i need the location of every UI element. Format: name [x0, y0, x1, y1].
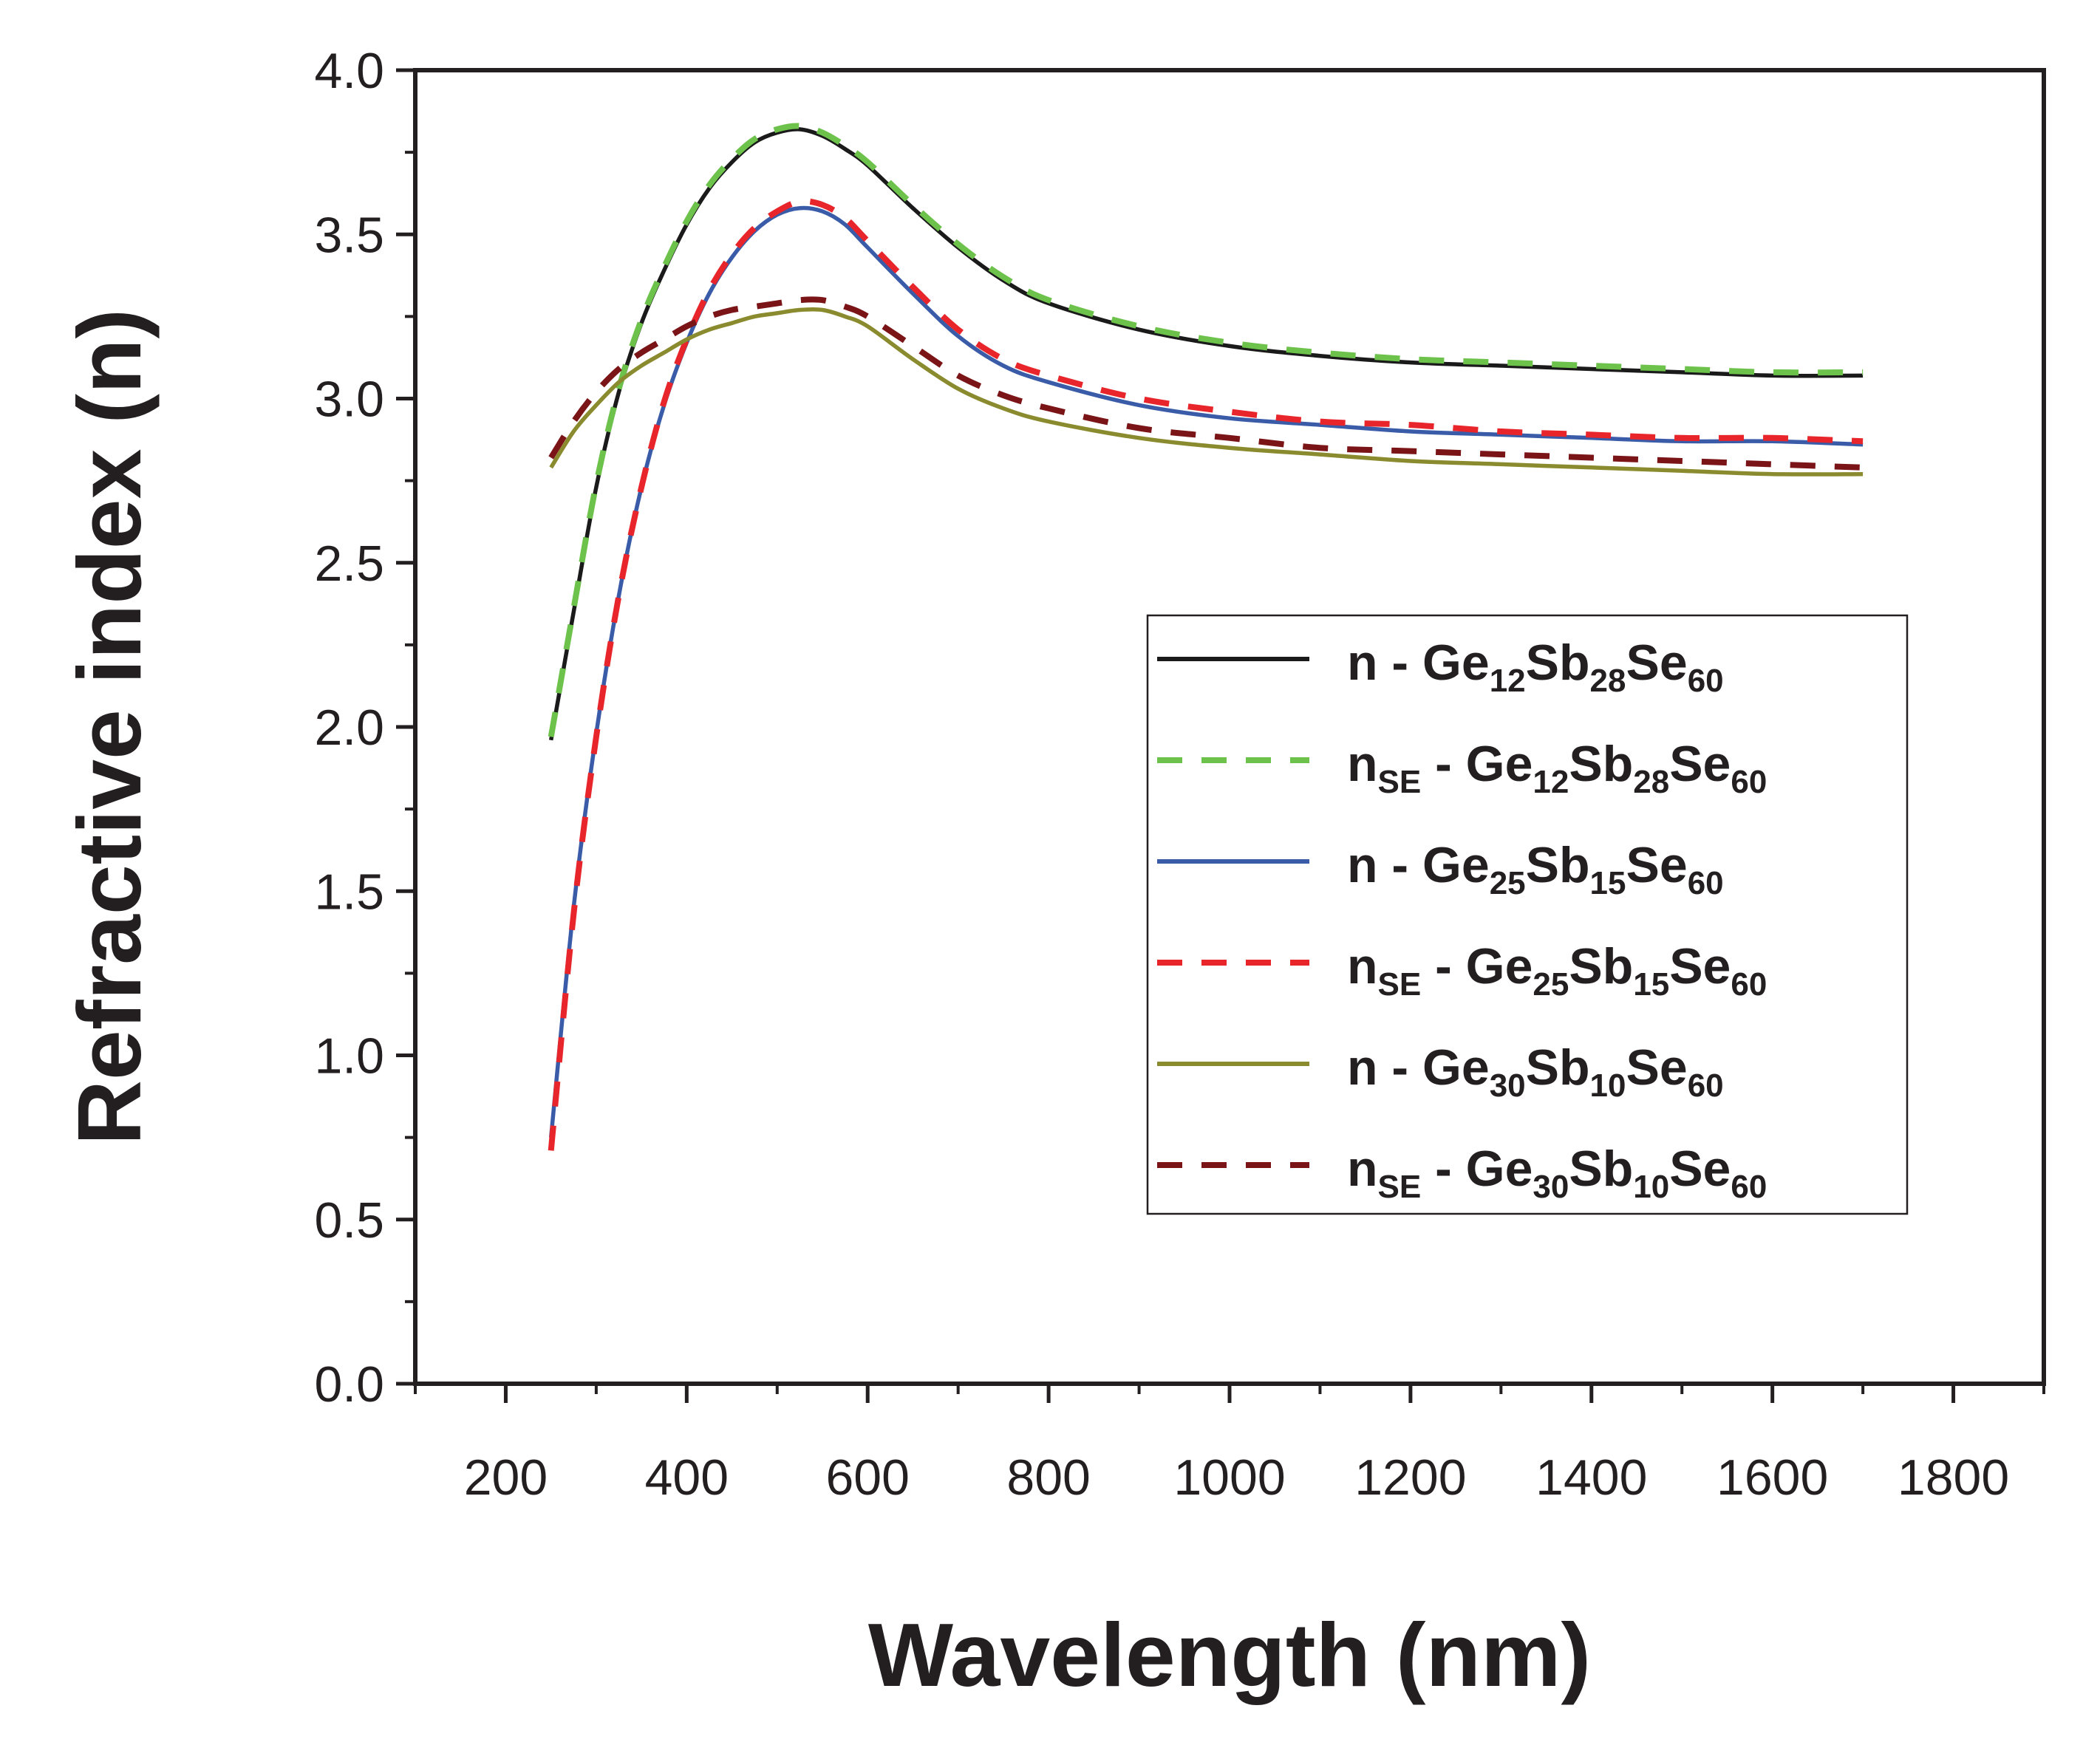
legend-label-text: n	[1347, 736, 1378, 792]
x-axis-title: Wavelength (nm)	[868, 1605, 1591, 1705]
legend-label-text: Se	[1626, 635, 1688, 691]
legend-label-subscript: 12	[1533, 764, 1569, 800]
legend-label-subscript: 30	[1533, 1169, 1569, 1205]
legend-label-text: n	[1347, 938, 1378, 994]
series-line-5	[549, 307, 1864, 477]
legend-label-text: n - Ge	[1347, 635, 1490, 691]
legend-label-subscript: 60	[1731, 966, 1767, 1003]
legend-label-3: n - Ge25Sb15Se60	[1347, 837, 1724, 901]
legend-label-subscript: 25	[1490, 865, 1526, 901]
series-layer	[548, 123, 1864, 1151]
y-tick-label: 1.5	[314, 864, 384, 920]
legend-label-subscript: SE	[1378, 966, 1422, 1003]
series-line-4	[548, 198, 1864, 1151]
y-tick-label: 0.5	[314, 1192, 384, 1249]
legend-label-subscript: 15	[1590, 865, 1626, 901]
legend-label-text: - Ge	[1421, 736, 1533, 792]
x-tick-label: 600	[825, 1449, 909, 1506]
legend-label-subscript: 60	[1688, 865, 1724, 901]
x-tick-label: 1200	[1354, 1449, 1466, 1506]
legend-label-subscript: 60	[1688, 663, 1724, 699]
legend-label-text: Sb	[1526, 837, 1590, 893]
y-tick-label: 3.0	[314, 372, 384, 428]
legend-label-text: n	[1347, 1141, 1378, 1197]
legend-label-text: Se	[1669, 938, 1731, 994]
legend-label-subscript: SE	[1378, 764, 1422, 800]
legend-label-text: n - Ge	[1347, 837, 1490, 893]
legend-label-text: Sb	[1526, 1039, 1590, 1096]
legend-label-subscript: 60	[1688, 1068, 1724, 1104]
legend-label-text: Se	[1626, 837, 1688, 893]
y-tick-label: 2.0	[314, 700, 384, 756]
legend-label-text: Se	[1669, 736, 1731, 792]
legend-label-1: n - Ge12Sb28Se60	[1347, 635, 1724, 699]
legend-label-subscript: 60	[1731, 764, 1767, 800]
legend-label-subscript: 12	[1490, 663, 1526, 699]
legend-label-subscript: 60	[1731, 1169, 1767, 1205]
x-tick-label: 1800	[1898, 1449, 2009, 1506]
legend-label-subscript: 28	[1590, 663, 1626, 699]
legend-label-subscript: SE	[1378, 1169, 1422, 1205]
legend-label-subscript: 10	[1633, 1169, 1669, 1205]
legend-box	[1146, 614, 1909, 1215]
x-tick-label: 200	[464, 1449, 548, 1506]
y-tick-label: 0.0	[314, 1356, 384, 1413]
x-tick-label: 1600	[1717, 1449, 1828, 1506]
legend-label-text: Sb	[1569, 736, 1633, 792]
legend-label-4: nSE - Ge25Sb15Se60	[1347, 938, 1767, 1003]
x-tick-label: 400	[645, 1449, 729, 1506]
legend-label-2: nSE - Ge12Sb28Se60	[1347, 736, 1767, 800]
legend-label-text: Sb	[1569, 1141, 1633, 1197]
legend-label-5: n - Ge30Sb10Se60	[1347, 1039, 1724, 1104]
legend-label-subscript: 15	[1633, 966, 1669, 1003]
axis-ticks: 0.0 0.5 1.0 1.5 2.0 2.5 3.0 3.5 4.0 200 400 600 800 1…	[314, 43, 2045, 1506]
legend-label-subscript: 10	[1590, 1068, 1626, 1104]
legend-label-text: - Ge	[1421, 938, 1533, 994]
legend-label-subscript: 30	[1490, 1068, 1526, 1104]
y-tick-label: 3.5	[314, 207, 384, 263]
legend-label-text: Se	[1669, 1141, 1731, 1197]
legend-label-subscript: 25	[1533, 966, 1569, 1003]
x-tick-label: 1400	[1535, 1449, 1647, 1506]
legend-label-text: - Ge	[1421, 1141, 1533, 1197]
y-tick-label: 2.5	[314, 536, 384, 592]
y-tick-label: 4.0	[314, 43, 384, 99]
series-line-2	[548, 123, 1864, 737]
legend-label-text: n - Ge	[1347, 1039, 1490, 1096]
x-tick-label: 800	[1006, 1449, 1090, 1506]
legend-label-text: Se	[1626, 1039, 1688, 1096]
legend-label-text: Sb	[1526, 635, 1590, 691]
series-line-6	[548, 296, 1864, 471]
y-axis-title: Refractive index (n)	[59, 309, 160, 1145]
legend-label-subscript: 28	[1633, 764, 1669, 800]
y-tick-label: 1.0	[314, 1028, 384, 1085]
legend-label-text: Sb	[1569, 938, 1633, 994]
legend-label-6: nSE - Ge30Sb10Se60	[1347, 1141, 1767, 1205]
x-tick-label: 1000	[1173, 1449, 1285, 1506]
